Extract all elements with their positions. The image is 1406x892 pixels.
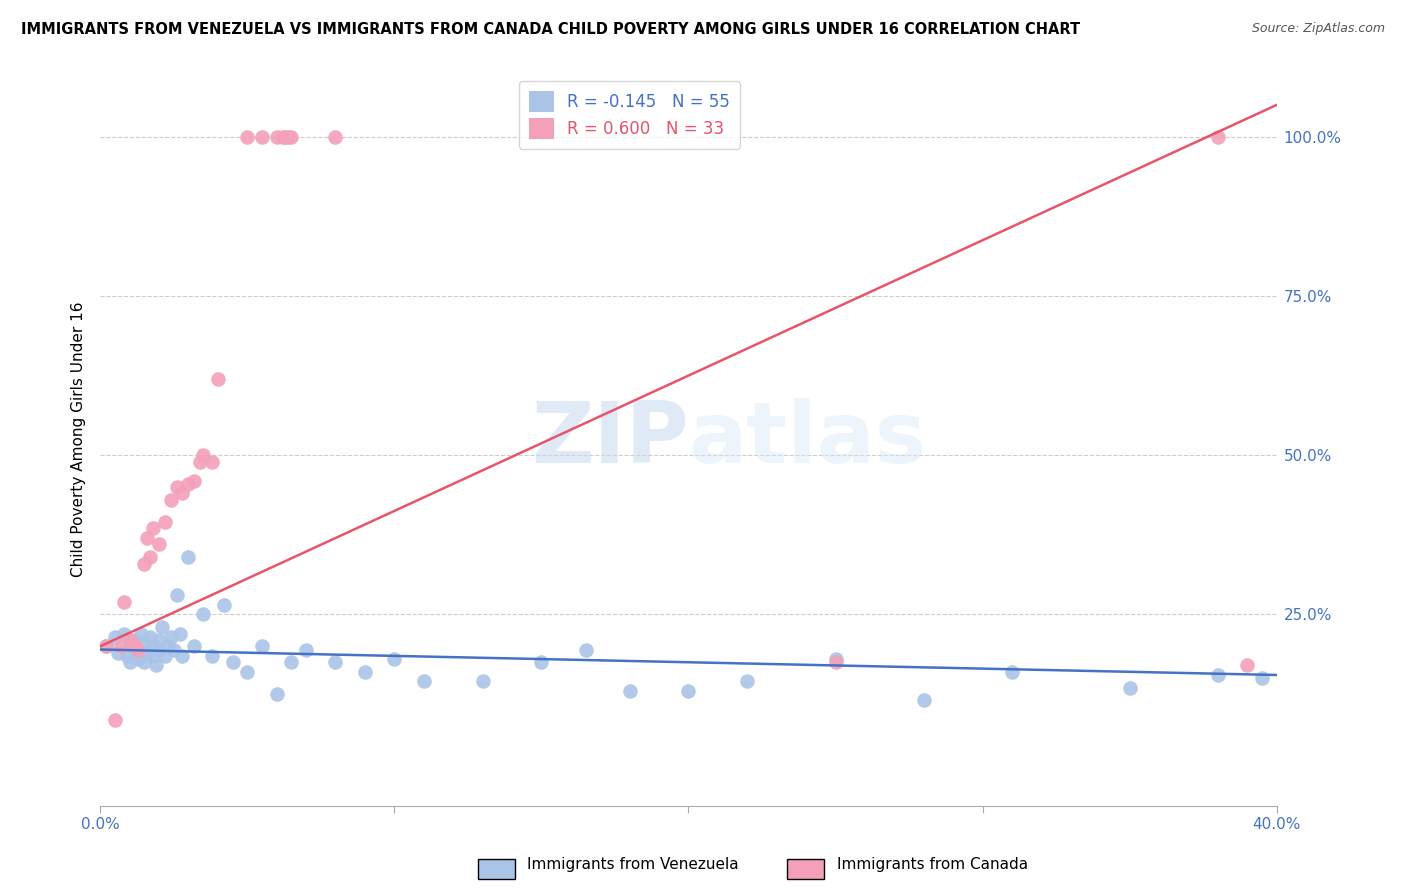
Point	[824, 652, 846, 666]
Point	[207, 372, 229, 386]
Point	[153, 515, 176, 529]
Text: Immigrants from Canada: Immigrants from Canada	[837, 857, 1028, 872]
Point	[148, 642, 170, 657]
Point	[172, 648, 194, 663]
Point	[166, 480, 188, 494]
Text: Source: ZipAtlas.com: Source: ZipAtlas.com	[1251, 22, 1385, 36]
Y-axis label: Child Poverty Among Girls Under 16: Child Poverty Among Girls Under 16	[72, 301, 86, 577]
Point	[266, 687, 288, 701]
Point	[104, 630, 127, 644]
Point	[163, 642, 186, 657]
Point	[159, 630, 181, 644]
Point	[1206, 129, 1229, 144]
Point	[212, 598, 235, 612]
Point	[169, 626, 191, 640]
Point	[142, 640, 165, 654]
Point	[382, 652, 405, 666]
Point	[471, 674, 494, 689]
Legend: R = -0.145   N = 55, R = 0.600   N = 33: R = -0.145 N = 55, R = 0.600 N = 33	[519, 81, 740, 149]
Point	[94, 640, 117, 654]
Point	[574, 642, 596, 657]
Point	[134, 636, 156, 650]
Point	[145, 658, 167, 673]
Point	[191, 448, 214, 462]
Point	[325, 655, 347, 669]
Point	[912, 693, 935, 707]
Point	[325, 129, 347, 144]
Point	[271, 129, 294, 144]
Point	[295, 642, 318, 657]
Point	[1251, 671, 1274, 685]
Point	[172, 486, 194, 500]
Point	[107, 646, 129, 660]
Point	[354, 665, 377, 679]
Point	[277, 129, 299, 144]
Point	[112, 595, 135, 609]
Point	[166, 588, 188, 602]
Point	[94, 640, 117, 654]
Point	[124, 632, 146, 647]
Point	[183, 474, 205, 488]
Point	[1001, 665, 1024, 679]
Point	[124, 642, 146, 657]
Point	[530, 655, 553, 669]
Point	[142, 521, 165, 535]
Point	[104, 713, 127, 727]
Point	[177, 550, 200, 565]
Point	[142, 648, 165, 663]
Point	[183, 640, 205, 654]
Point	[139, 630, 162, 644]
Point	[412, 674, 434, 689]
Point	[274, 129, 297, 144]
Point	[266, 129, 288, 144]
Point	[131, 626, 153, 640]
Point	[148, 632, 170, 647]
Point	[127, 652, 149, 666]
Point	[177, 476, 200, 491]
Point	[678, 684, 700, 698]
Point	[124, 640, 146, 654]
Point	[118, 655, 141, 669]
Point	[280, 655, 302, 669]
Point	[191, 607, 214, 622]
Point	[112, 626, 135, 640]
Point	[1119, 681, 1142, 695]
Point	[250, 129, 273, 144]
Point	[156, 640, 179, 654]
Point	[118, 640, 141, 654]
Point	[221, 655, 243, 669]
Point	[250, 640, 273, 654]
Point	[188, 454, 211, 468]
Point	[110, 640, 132, 654]
Point	[1236, 658, 1258, 673]
Point	[619, 684, 641, 698]
Point	[139, 550, 162, 565]
Point	[236, 665, 259, 679]
Point	[236, 129, 259, 144]
Text: ZIP: ZIP	[530, 398, 689, 481]
Point	[134, 655, 156, 669]
Point	[159, 492, 181, 507]
Point	[280, 129, 302, 144]
Point	[115, 648, 138, 663]
Point	[201, 648, 224, 663]
Point	[127, 642, 149, 657]
Point	[136, 531, 159, 545]
Point	[201, 454, 224, 468]
Point	[1206, 668, 1229, 682]
Text: IMMIGRANTS FROM VENEZUELA VS IMMIGRANTS FROM CANADA CHILD POVERTY AMONG GIRLS UN: IMMIGRANTS FROM VENEZUELA VS IMMIGRANTS …	[21, 22, 1080, 37]
Text: Immigrants from Venezuela: Immigrants from Venezuela	[527, 857, 740, 872]
Text: atlas: atlas	[689, 398, 927, 481]
Point	[153, 648, 176, 663]
Point	[118, 632, 141, 647]
Point	[150, 620, 173, 634]
Point	[134, 557, 156, 571]
Point	[737, 674, 759, 689]
Point	[148, 537, 170, 551]
Point	[136, 646, 159, 660]
Point	[824, 655, 846, 669]
